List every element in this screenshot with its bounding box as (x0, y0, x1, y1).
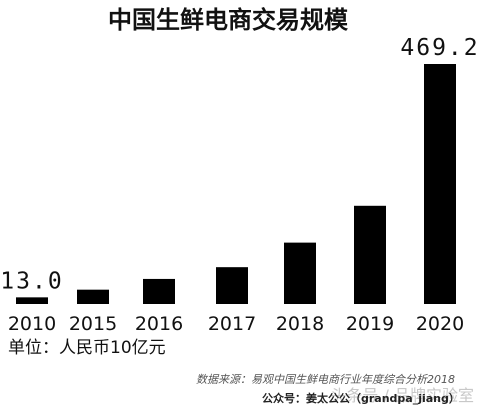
bar-2019 (354, 205, 386, 304)
unit-label: 单位：人民币10亿元 (8, 338, 166, 358)
chart-title: 中国生鲜电商交易规模 (108, 6, 349, 34)
bar-2018 (284, 242, 316, 304)
x-axis-ticks: 2010 2015 2016 2017 2018 2019 2020 (8, 313, 464, 335)
x-tick-2016: 2016 (135, 313, 183, 335)
source-note: 数据来源：易观中国生鲜电商行业年度综合分析2018 (196, 373, 455, 386)
data-labels: 13.0 469.2 (0, 35, 479, 294)
x-tick-2015: 2015 (69, 313, 117, 335)
bar-2010 (16, 297, 48, 304)
bar-2015 (77, 289, 109, 304)
x-tick-2017: 2017 (208, 313, 256, 335)
x-tick-2018: 2018 (276, 313, 324, 335)
data-label-2010: 13.0 (0, 268, 63, 294)
account-name: 公众号：姜太公公（grandpa_jiang） (262, 391, 460, 405)
bar-2016 (143, 278, 175, 304)
x-tick-2019: 2019 (346, 313, 394, 335)
x-tick-2020: 2020 (416, 313, 464, 335)
watermark-text: 头条号 / 品牌实验室 (330, 386, 474, 405)
bar-2017 (216, 267, 248, 304)
data-label-2020: 469.2 (400, 35, 479, 61)
bars-group (16, 64, 456, 304)
bar-2020 (424, 64, 456, 304)
x-tick-2010: 2010 (8, 313, 56, 335)
